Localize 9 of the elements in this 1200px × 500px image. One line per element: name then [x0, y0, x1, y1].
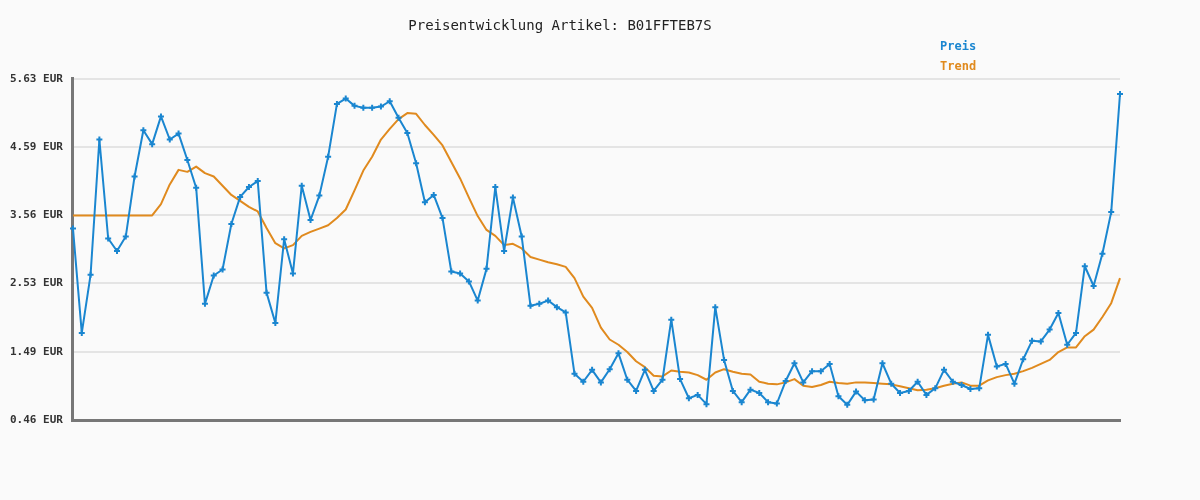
y-tick-label: 2.53 EUR — [10, 276, 64, 290]
y-tick-label: 0.46 EUR — [10, 412, 64, 426]
text: Preis — [940, 39, 977, 54]
y-tick-label: 1.49 EUR — [10, 344, 64, 358]
text: Trend — [940, 59, 977, 74]
y-tick-label: 3.56 EUR — [10, 208, 64, 222]
chart-title: Preisentwicklung Artikel: B01FFTEB7S — [408, 17, 712, 34]
y-tick-label: 4.59 EUR — [10, 140, 64, 154]
y-tick-label: 5.63 EUR — [10, 71, 64, 85]
